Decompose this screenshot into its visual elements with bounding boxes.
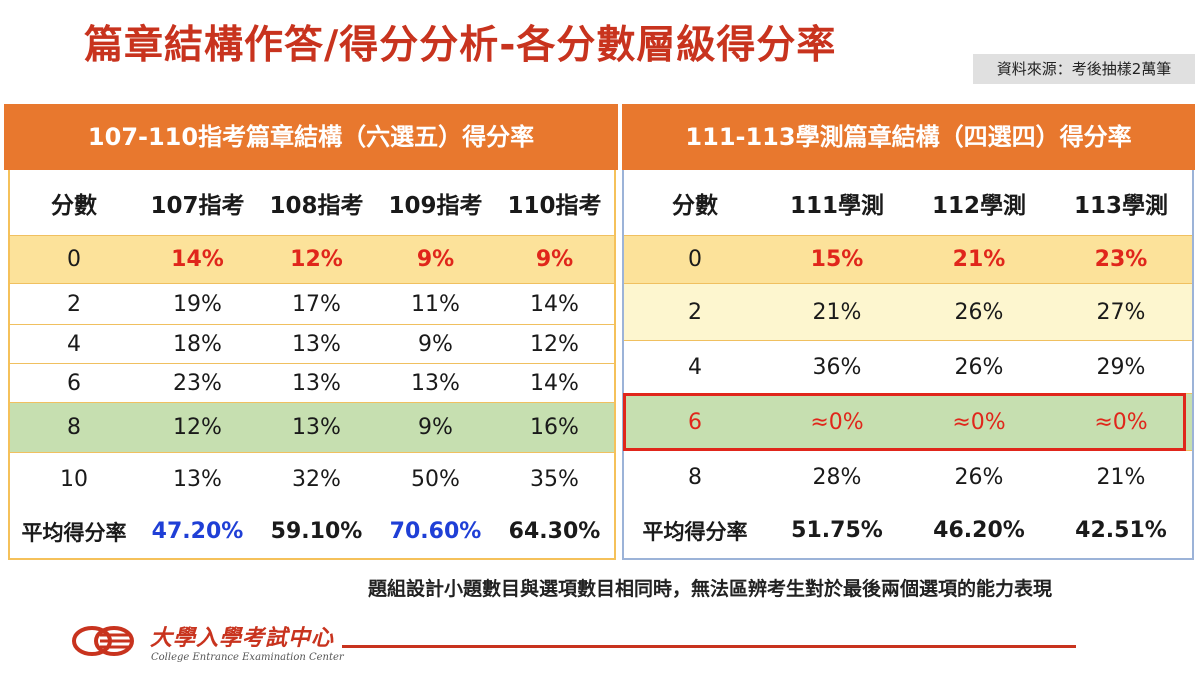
page-title: 篇章結構作答/得分分析-各分數層級得分率 <box>84 23 837 68</box>
average-label: 平均得分率 <box>21 520 127 545</box>
score-cell: 10 <box>60 466 88 492</box>
average-value: 70.60% <box>389 519 482 544</box>
column-header: 108指考 <box>269 192 364 219</box>
highlight-box <box>623 393 1186 451</box>
left-table-title: 107-110指考篇章結構（六選五）得分率 <box>87 123 535 151</box>
table-row: 8 12% 13% 9% 16% <box>10 403 614 453</box>
rate-cell: 18% <box>173 331 222 357</box>
rate-cell: 11% <box>411 291 460 317</box>
logo-name-cn: 大學入學考試中心 <box>150 625 335 651</box>
rate-cell: 32% <box>292 466 341 492</box>
rate-cell: 9% <box>418 331 453 357</box>
average-value: 46.20% <box>933 518 1025 543</box>
average-row: 平均得分率 51.75% 46.20% 42.51% <box>624 503 1192 558</box>
rate-cell: ≈0% <box>1094 409 1148 435</box>
rate-cell: 23% <box>1094 247 1148 272</box>
rate-cell: 9% <box>416 247 455 272</box>
score-cell: 0 <box>67 247 81 272</box>
table-header-bar <box>4 104 1195 170</box>
rate-cell: 16% <box>530 415 579 440</box>
rate-cell: 36% <box>812 354 862 380</box>
table-row: 0 14% 12% 9% 9% <box>10 236 614 284</box>
rate-cell: 12% <box>530 331 579 357</box>
ceec-logo-icon <box>70 618 144 668</box>
score-cell: 6 <box>67 370 81 396</box>
column-header: 109指考 <box>388 192 483 219</box>
table-row: 4 18% 13% 9% 12% <box>10 325 614 364</box>
column-header: 107指考 <box>150 192 245 219</box>
left-table: 分數 107指考 108指考 109指考 110指考 0 14% 12% 9% … <box>8 170 616 560</box>
rate-cell: 29% <box>1096 354 1146 380</box>
rate-cell: 14% <box>171 247 224 272</box>
average-label: 平均得分率 <box>642 519 748 544</box>
rate-cell: 50% <box>411 466 460 492</box>
column-header: 112學測 <box>931 192 1026 219</box>
rate-cell: ≈0% <box>810 409 864 435</box>
table-row: 2 19% 17% 11% 14% <box>10 284 614 325</box>
table-header-row: 分數 107指考 108指考 109指考 110指考 <box>10 170 614 236</box>
rate-cell: 13% <box>292 415 341 440</box>
column-header: 113學測 <box>1073 192 1168 219</box>
score-cell: 4 <box>688 354 702 380</box>
right-table: 分數 111學測 112學測 113學測 0 15% 21% 23% 2 21%… <box>622 170 1194 560</box>
rate-cell: 23% <box>173 370 222 396</box>
footnote: 題組設計小題數目與選項數目相同時，無法區辨考生對於最後兩個選項的能力表現 <box>368 578 1053 600</box>
rate-cell: 9% <box>535 247 574 272</box>
rate-cell: 9% <box>418 415 453 440</box>
rate-cell: 15% <box>810 247 864 272</box>
rate-cell: 26% <box>954 354 1004 380</box>
average-value: 47.20% <box>151 519 244 544</box>
right-table-title: 111-113學測篇章結構（四選四）得分率 <box>685 123 1132 151</box>
rate-cell: 14% <box>530 370 579 396</box>
column-header: 110指考 <box>507 192 602 219</box>
rate-cell: 14% <box>530 291 579 317</box>
rate-cell: 35% <box>530 466 579 492</box>
rate-cell: 17% <box>292 291 341 317</box>
rate-cell: 19% <box>173 291 222 317</box>
table-row: 2 21% 26% 27% <box>624 284 1192 341</box>
average-value: 64.30% <box>508 519 601 544</box>
rate-cell: 12% <box>173 415 222 440</box>
table-row: 0 15% 21% 23% <box>624 236 1192 284</box>
rate-cell: 21% <box>1096 464 1146 490</box>
table-row: 4 36% 26% 29% <box>624 341 1192 394</box>
score-cell: 8 <box>688 464 702 490</box>
footer-divider <box>342 645 1076 648</box>
score-cell: 4 <box>67 331 81 357</box>
rate-cell: ≈0% <box>952 409 1006 435</box>
score-cell: 2 <box>67 291 81 317</box>
rate-cell: 27% <box>1096 299 1146 325</box>
table-row: 8 28% 26% 21% <box>624 451 1192 503</box>
average-value: 59.10% <box>270 519 363 544</box>
table-row: 6 23% 13% 13% 14% <box>10 364 614 403</box>
rate-cell: 28% <box>812 464 862 490</box>
score-cell: 8 <box>67 415 81 440</box>
score-cell: 0 <box>688 247 702 272</box>
table-row: 6 ≈0% ≈0% ≈0% <box>624 394 1192 451</box>
table-divider <box>618 104 622 560</box>
rate-cell: 21% <box>952 247 1006 272</box>
average-value: 51.75% <box>791 518 883 543</box>
average-row: 平均得分率 47.20% 59.10% 70.60% 64.30% <box>10 505 614 558</box>
table-header-row: 分數 111學測 112學測 113學測 <box>624 170 1192 236</box>
score-cell: 2 <box>688 299 702 325</box>
rate-cell: 12% <box>290 247 343 272</box>
rate-cell: 13% <box>292 331 341 357</box>
column-header: 分數 <box>672 192 718 219</box>
column-header: 111學測 <box>789 192 884 219</box>
rate-cell: 26% <box>954 299 1004 325</box>
rate-cell: 13% <box>411 370 460 396</box>
table-row: 10 13% 32% 50% 35% <box>10 453 614 505</box>
rate-cell: 26% <box>954 464 1004 490</box>
average-value: 42.51% <box>1075 518 1167 543</box>
logo-name-en: College Entrance Examination Center <box>151 652 344 663</box>
data-source-label: 資料來源：考後抽樣2萬筆 <box>973 54 1195 84</box>
rate-cell: 13% <box>292 370 341 396</box>
score-cell: 6 <box>688 409 702 435</box>
rate-cell: 21% <box>812 299 862 325</box>
column-header: 分數 <box>51 192 97 219</box>
rate-cell: 13% <box>173 466 222 492</box>
